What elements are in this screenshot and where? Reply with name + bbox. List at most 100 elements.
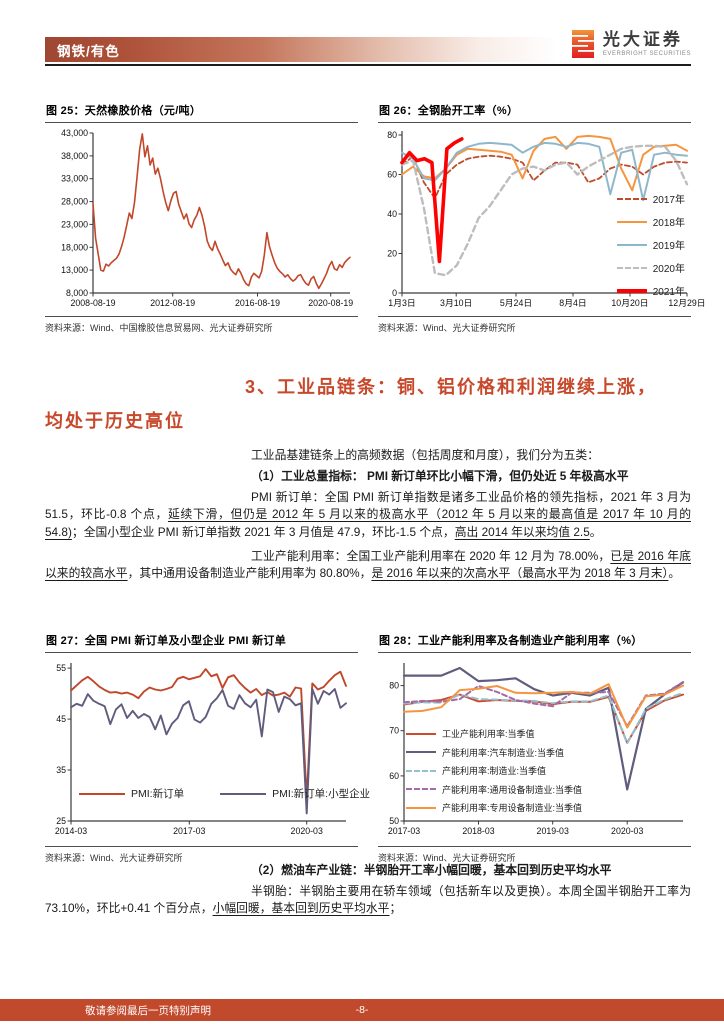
svg-text:33,000: 33,000 [61, 174, 88, 184]
legend-label: PMI:新订单 [131, 788, 185, 800]
svg-text:70: 70 [389, 726, 399, 736]
legend-swatch [406, 769, 436, 772]
legend-swatch [406, 751, 436, 753]
figure-27-plot: 25 35 45 55 2014-03 2017-03 2020-03 PMI:新订单 PM… [45, 655, 370, 845]
paragraph: 工业品基建链条上的高频数据（包括周度和月度），我们分为五类： [251, 448, 600, 462]
figure-26-title: 图 26：全钢胎开工率（%） [378, 100, 691, 123]
legend-swatch [79, 792, 125, 795]
svg-text:10月20日: 10月20日 [611, 298, 648, 308]
svg-text:2012-08-19: 2012-08-19 [150, 298, 195, 308]
svg-text:2018-03: 2018-03 [462, 826, 494, 836]
legend-item: 2020年 [616, 260, 685, 275]
figure-27-legend: PMI:新订单 PMI:新订单:小型企业 [79, 786, 370, 801]
figure-28-title: 图 28：工业产能利用率及各制造业产能利用率（%） [378, 630, 691, 653]
svg-text:12月29日: 12月29日 [668, 298, 705, 308]
body-text-block-2: （2）燃油车产业链：半钢胎开工率小幅回暖，基本回到历史平均水平 半钢胎：半钢胎主… [45, 862, 691, 921]
figure-25: 图 25：天然橡胶价格（元/吨） 8,000 13,000 18,000 23,000… [45, 100, 358, 334]
legend-swatch [220, 792, 267, 795]
body-text-block-1: 工业品基建链条上的高频数据（包括周度和月度），我们分为五类： （1）工业总量指标… [45, 447, 691, 586]
legend-item: 工业产能利用率:当季值 [406, 727, 582, 740]
paragraph: 半钢胎：半钢胎主要用在轿车领域（包括新车以及更换）。本周全国半钢胎开工率为 73… [45, 883, 691, 916]
figure-26: 图 26：全钢胎开工率（%） 0 20 40 60 80 1月3日 3月10日 5月24日 8月… [378, 100, 706, 334]
figure-28-source: 资料来源：Wind、光大证券研究所 [378, 846, 691, 864]
svg-text:50: 50 [389, 816, 399, 826]
chart-row-top: 图 25：天然橡胶价格（元/吨） 8,000 13,000 18,000 23,000… [45, 100, 706, 334]
header-category-bar: 钢铁/有色 [45, 37, 585, 62]
legend-label: 2019年 [652, 241, 685, 252]
figure-28-legend: 工业产能利用率:当季值 产能利用率:汽车制造业:当季值 产能利用率:制造业:当季… [406, 727, 582, 814]
figure-25-source: 资料来源：Wind、中国橡胶信息贸易网、光大证券研究所 [45, 316, 358, 334]
svg-text:8,000: 8,000 [66, 288, 88, 298]
legend-item: PMI:新订单 [79, 786, 184, 801]
figure-27-source: 资料来源：Wind、光大证券研究所 [45, 846, 358, 864]
legend-label: PMI:新订单:小型企业 [272, 788, 371, 800]
figure-28: 图 28：工业产能利用率及各制造业产能利用率（%） 50 60 70 80 2017-0… [378, 630, 691, 864]
figure-26-source: 资料来源：Wind、光大证券研究所 [378, 316, 691, 334]
legend-item: 产能利用率:制造业:当季值 [406, 764, 582, 777]
legend-item: 2019年 [616, 237, 685, 252]
figure-25-title: 图 25：天然橡胶价格（元/吨） [45, 100, 358, 123]
svg-text:2020-03: 2020-03 [611, 826, 643, 836]
legend-item: 2021年 [616, 283, 685, 298]
svg-text:80: 80 [389, 681, 399, 691]
svg-text:23,000: 23,000 [61, 219, 88, 229]
legend-label: 2018年 [652, 218, 685, 229]
legend-item: 2017年 [616, 191, 685, 206]
legend-label: 工业产能利用率:当季值 [442, 729, 535, 739]
page-footer: -8- 敬请参阅最后一页特别声明 [0, 999, 724, 1021]
legend-label: 产能利用率:汽车制造业:当季值 [442, 747, 565, 758]
svg-text:2019-03: 2019-03 [537, 826, 569, 836]
everbright-logo-icon [569, 30, 594, 58]
svg-text:18,000: 18,000 [61, 242, 88, 252]
report-category: 钢铁/有色 [57, 43, 120, 59]
legend-item: 产能利用率:通用设备制造业:当季值 [406, 783, 582, 796]
chart-row-bottom: 图 27：全国 PMI 新订单及小型企业 PMI 新订单 25 35 45 55 201… [45, 630, 691, 864]
legend-swatch [406, 788, 436, 790]
svg-text:60: 60 [389, 771, 399, 781]
footer-disclaimer: 敬请参阅最后一页特别声明 [85, 1004, 211, 1017]
svg-text:3月10日: 3月10日 [440, 298, 472, 308]
legend-swatch [406, 806, 436, 809]
figure-27: 图 27：全国 PMI 新订单及小型企业 PMI 新订单 25 35 45 55 201… [45, 630, 370, 864]
brand-name: 光大证券 [602, 30, 683, 49]
svg-text:80: 80 [387, 130, 397, 140]
figure-25-plot: 8,000 13,000 18,000 23,000 28,000 33,000 38,00… [45, 125, 358, 315]
figure-26-legend: 2017年 2018年 2019年 2020年 2021年 [616, 191, 685, 298]
brand-logo: 光大证券 EVERBRIGHT SECURITIES [569, 28, 691, 60]
section-heading-line2: 均处于历史高位 [45, 411, 185, 431]
svg-text:5月24日: 5月24日 [500, 298, 532, 308]
svg-text:13,000: 13,000 [61, 265, 88, 275]
legend-swatch [616, 266, 647, 269]
svg-text:60: 60 [387, 170, 397, 180]
legend-swatch [616, 288, 647, 293]
svg-text:2017-03: 2017-03 [173, 826, 205, 836]
legend-swatch [616, 220, 647, 223]
brand-subtitle: EVERBRIGHT SECURITIES [602, 51, 691, 57]
svg-text:43,000: 43,000 [61, 128, 88, 138]
svg-text:28,000: 28,000 [61, 197, 88, 207]
svg-text:45: 45 [56, 714, 66, 724]
figure-26-plot: 0 20 40 60 80 1月3日 3月10日 5月24日 8月4日 10月20日 12月29日 … [378, 125, 705, 315]
svg-text:0: 0 [392, 288, 397, 298]
svg-text:35: 35 [56, 765, 66, 775]
section-heading: 3、工业品链条：铜、铝价格和利润继续上涨， 均处于历史高位 [45, 370, 691, 438]
figure-28-canvas: 50 60 70 80 2017-03 2018-03 2019-03 2020-03 [378, 655, 691, 845]
legend-swatch [616, 197, 647, 200]
legend-label: 产能利用率:制造业:当季值 [442, 766, 547, 776]
svg-text:2008-08-19: 2008-08-19 [71, 298, 116, 308]
svg-text:40: 40 [387, 209, 397, 219]
svg-text:2014-03: 2014-03 [55, 826, 87, 836]
legend-label: 产能利用率:通用设备制造业:当季值 [442, 784, 583, 795]
svg-text:1月3日: 1月3日 [388, 298, 415, 308]
legend-item: 产能利用率:专用设备制造业:当季值 [406, 801, 582, 814]
legend-item: 产能利用率:汽车制造业:当季值 [406, 746, 582, 759]
figure-27-title: 图 27：全国 PMI 新订单及小型企业 PMI 新订单 [45, 630, 358, 653]
paragraph: （2）燃油车产业链：半钢胎开工率小幅回暖，基本回到历史平均水平 [251, 863, 612, 877]
legend-swatch [616, 243, 647, 246]
svg-text:2020-03: 2020-03 [291, 826, 323, 836]
paragraph: PMI 新订单：全国 PMI 新订单指数是诸多工业品价格的领先指标，2021 年… [45, 489, 691, 539]
figure-26-canvas: 0 20 40 60 80 1月3日 3月10日 5月24日 8月4日 10月20日 12月29日 [378, 125, 705, 315]
legend-item: PMI:新订单:小型企业 [220, 786, 370, 801]
svg-text:25: 25 [56, 816, 66, 826]
